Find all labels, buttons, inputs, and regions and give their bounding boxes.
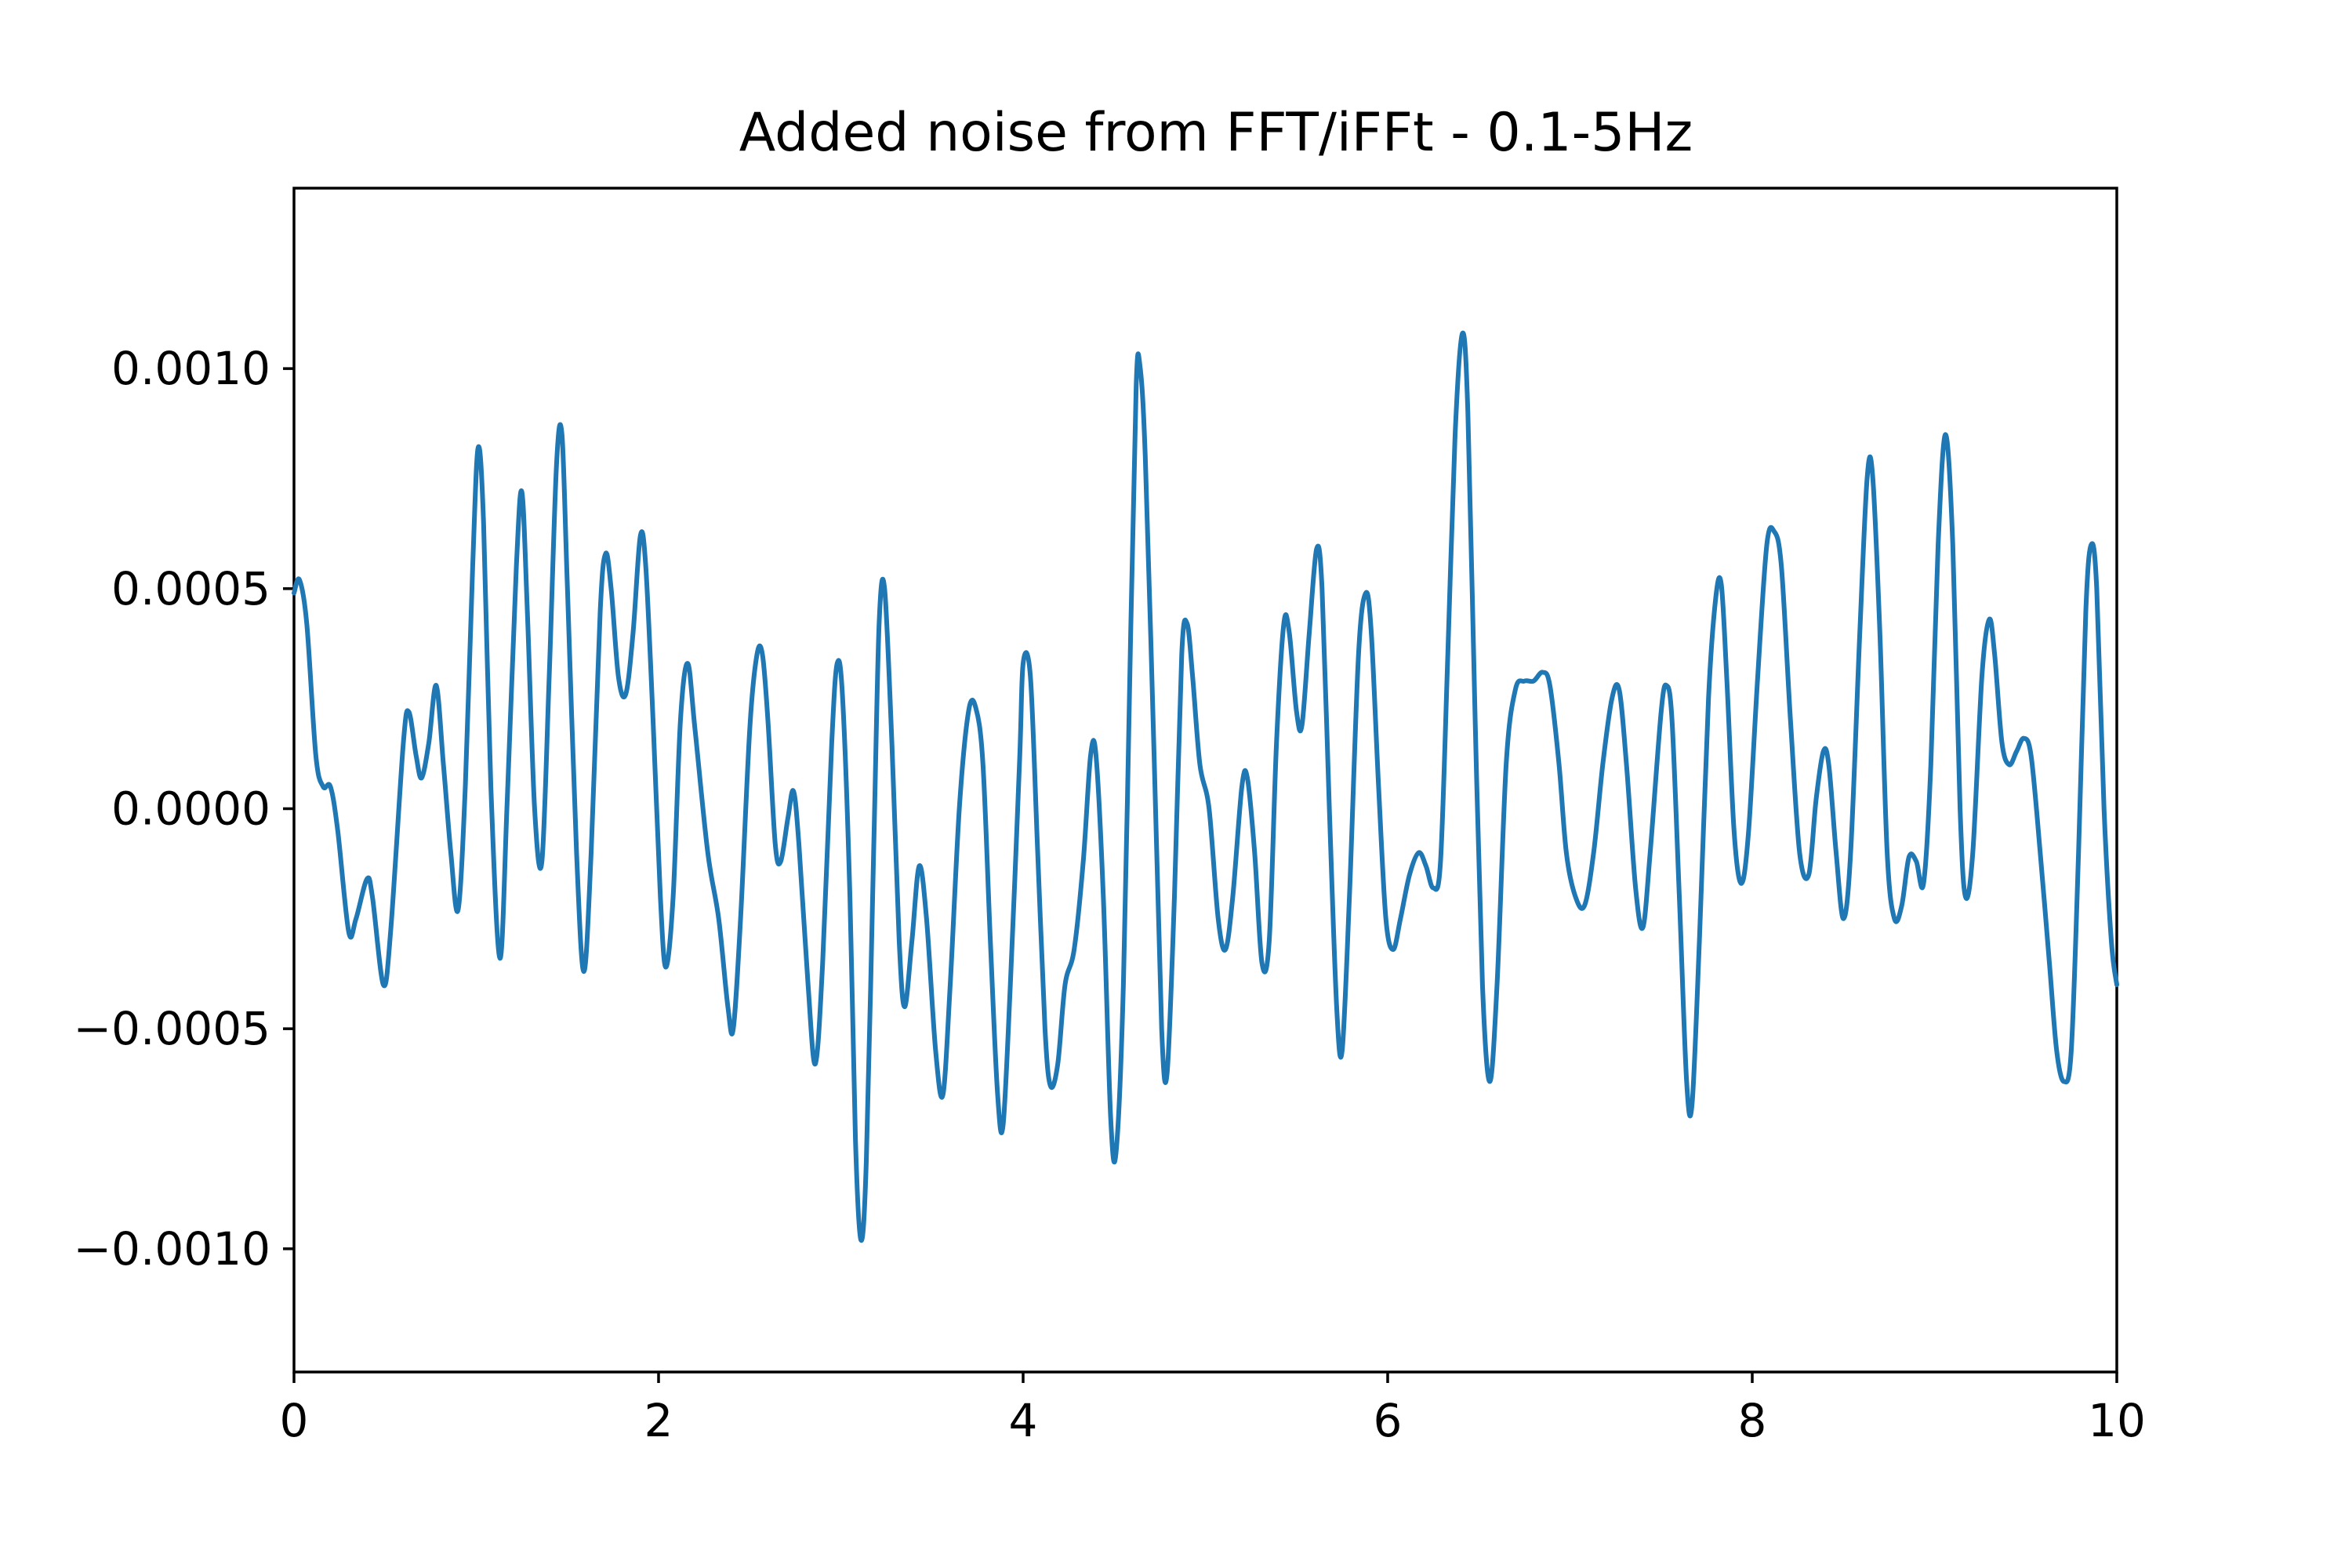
y-tick-label: −0.0005 [73,1002,270,1055]
y-axis: −0.0010 −0.0005 0.0000 0.0005 0.0010 [73,342,294,1276]
x-tick-label: 8 [1738,1394,1767,1447]
x-tick-label: 6 [1374,1394,1403,1447]
x-tick-label: 0 [280,1394,309,1447]
chart-title: Added noise from FFT/iFFt - 0.1-5Hz [739,102,1693,164]
y-tick-label: 0.0005 [111,562,270,615]
x-tick-label: 2 [644,1394,673,1447]
y-tick-label: −0.0010 [73,1222,270,1276]
x-tick-label: 10 [2088,1394,2146,1447]
series-layer [292,330,2119,1243]
x-axis: 0 2 4 6 8 10 [280,1372,2146,1447]
y-tick-label: 0.0000 [111,782,270,835]
y-tick-label: 0.0010 [111,342,270,395]
plot-area-frame [292,187,2118,1374]
series-line [292,330,2119,1243]
x-tick-label: 4 [1009,1394,1038,1447]
